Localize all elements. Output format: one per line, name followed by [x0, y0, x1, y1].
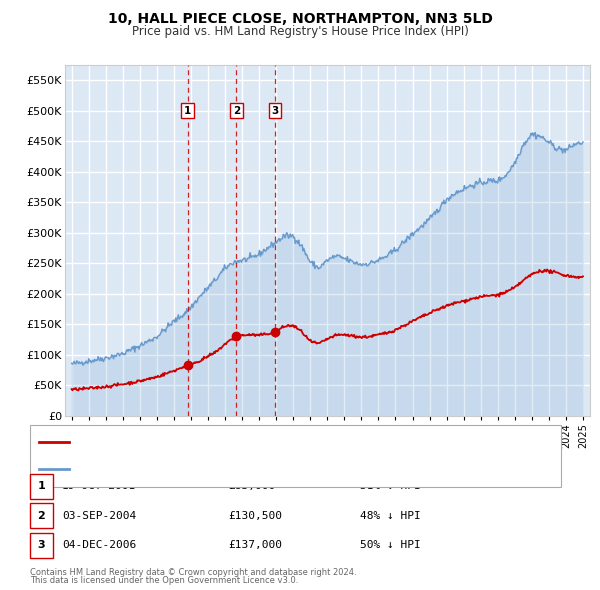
Text: 10, HALL PIECE CLOSE, NORTHAMPTON, NN3 5LD (detached house): 10, HALL PIECE CLOSE, NORTHAMPTON, NN3 5… — [75, 437, 426, 447]
Text: 3: 3 — [271, 106, 278, 116]
Text: £137,000: £137,000 — [228, 540, 282, 550]
Text: £83,000: £83,000 — [228, 481, 275, 491]
Text: 48% ↓ HPI: 48% ↓ HPI — [360, 511, 421, 520]
Text: 50% ↓ HPI: 50% ↓ HPI — [360, 540, 421, 550]
Text: £130,500: £130,500 — [228, 511, 282, 520]
Text: HPI: Average price, detached house, West Northamptonshire: HPI: Average price, detached house, West… — [75, 464, 392, 474]
Text: Price paid vs. HM Land Registry's House Price Index (HPI): Price paid vs. HM Land Registry's House … — [131, 25, 469, 38]
Text: 10, HALL PIECE CLOSE, NORTHAMPTON, NN3 5LD: 10, HALL PIECE CLOSE, NORTHAMPTON, NN3 5… — [107, 12, 493, 26]
Text: 03-SEP-2004: 03-SEP-2004 — [62, 511, 136, 520]
Text: This data is licensed under the Open Government Licence v3.0.: This data is licensed under the Open Gov… — [30, 576, 298, 585]
Text: 19-OCT-2001: 19-OCT-2001 — [62, 481, 136, 491]
Text: Contains HM Land Registry data © Crown copyright and database right 2024.: Contains HM Land Registry data © Crown c… — [30, 568, 356, 577]
Text: 2: 2 — [38, 511, 45, 520]
Text: 1: 1 — [38, 481, 45, 491]
Text: 51% ↓ HPI: 51% ↓ HPI — [360, 481, 421, 491]
Text: 2: 2 — [233, 106, 240, 116]
Text: 3: 3 — [38, 540, 45, 550]
Text: 04-DEC-2006: 04-DEC-2006 — [62, 540, 136, 550]
Text: 1: 1 — [184, 106, 191, 116]
